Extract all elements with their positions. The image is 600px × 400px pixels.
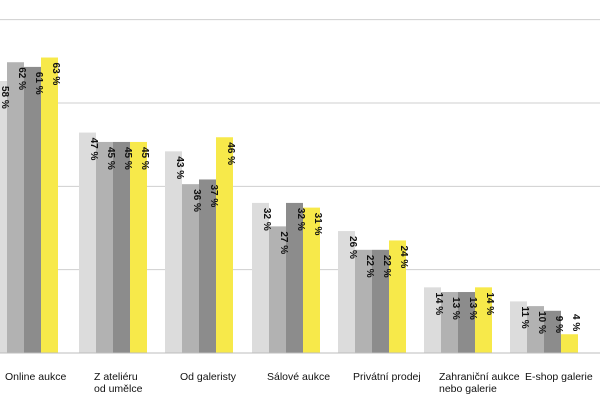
value-label: 4 % <box>570 314 581 331</box>
value-label: 45 % <box>105 147 116 170</box>
bar <box>216 137 233 353</box>
value-label: 9 % <box>553 316 564 333</box>
bar <box>252 202 269 353</box>
value-label: 24 % <box>398 245 409 268</box>
bar <box>303 207 320 353</box>
bar <box>182 184 199 353</box>
value-label: 45 % <box>122 147 133 170</box>
category-label: Privátní prodej <box>353 371 421 383</box>
bar <box>286 202 303 353</box>
value-label: 43 % <box>174 156 185 179</box>
bar <box>338 231 355 353</box>
value-label: 37 % <box>208 184 219 207</box>
value-label: 13 % <box>450 297 461 320</box>
bar <box>199 179 216 353</box>
value-label: 31 % <box>312 213 323 236</box>
bar <box>41 57 58 353</box>
bar <box>355 249 372 353</box>
bar <box>24 66 41 353</box>
category-label: Online aukce <box>5 371 66 383</box>
value-label: 27 % <box>278 231 289 254</box>
value-label: 22 % <box>381 255 392 278</box>
bar <box>424 287 441 353</box>
category-label: Sálové aukce <box>267 371 330 383</box>
bar <box>544 310 561 353</box>
value-label: 14 % <box>484 292 495 315</box>
bar <box>130 141 147 353</box>
value-label: 11 % <box>519 306 530 328</box>
category-label: E-shop galerie <box>525 371 593 383</box>
bar <box>165 151 182 353</box>
bar <box>527 306 544 353</box>
bar <box>113 141 130 353</box>
value-label: 47 % <box>88 138 99 161</box>
value-label: 32 % <box>261 208 272 231</box>
value-label: 63 % <box>50 63 61 86</box>
value-label: 26 % <box>347 236 358 259</box>
value-labels-group: 58 % 62 % 61 % 63 % 47 % 45 % 45 % 45 % 43 % 36 %… <box>0 63 581 334</box>
category-label: Zahraniční aukce nebo galerie <box>439 371 520 395</box>
bar <box>372 249 389 353</box>
bar <box>441 292 458 353</box>
value-label: 45 % <box>139 147 150 170</box>
bar <box>79 132 96 353</box>
value-label: 62 % <box>16 67 27 90</box>
bar <box>561 334 578 353</box>
value-label: 10 % <box>536 311 547 334</box>
value-label: 46 % <box>225 142 236 165</box>
bar <box>96 141 113 353</box>
bar <box>7 62 24 353</box>
bars-group <box>0 57 578 353</box>
value-label: 36 % <box>191 189 202 212</box>
category-labels-group: Online aukce Z ateliéru od umělce Od galeri… <box>5 371 593 395</box>
bar <box>458 292 475 353</box>
value-label: 61 % <box>33 72 44 95</box>
value-label: 13 % <box>467 297 478 320</box>
value-label: 58 % <box>0 86 10 109</box>
bar <box>0 80 7 353</box>
bar <box>269 226 286 353</box>
category-label: Od galeristy <box>180 371 237 383</box>
value-label: 22 % <box>364 255 375 278</box>
bar <box>389 240 406 353</box>
value-label: 14 % <box>433 292 444 315</box>
value-label: 32 % <box>295 208 306 231</box>
bar <box>475 287 492 353</box>
category-label: Z ateliéru od umělce <box>94 371 143 395</box>
bar <box>510 301 527 353</box>
